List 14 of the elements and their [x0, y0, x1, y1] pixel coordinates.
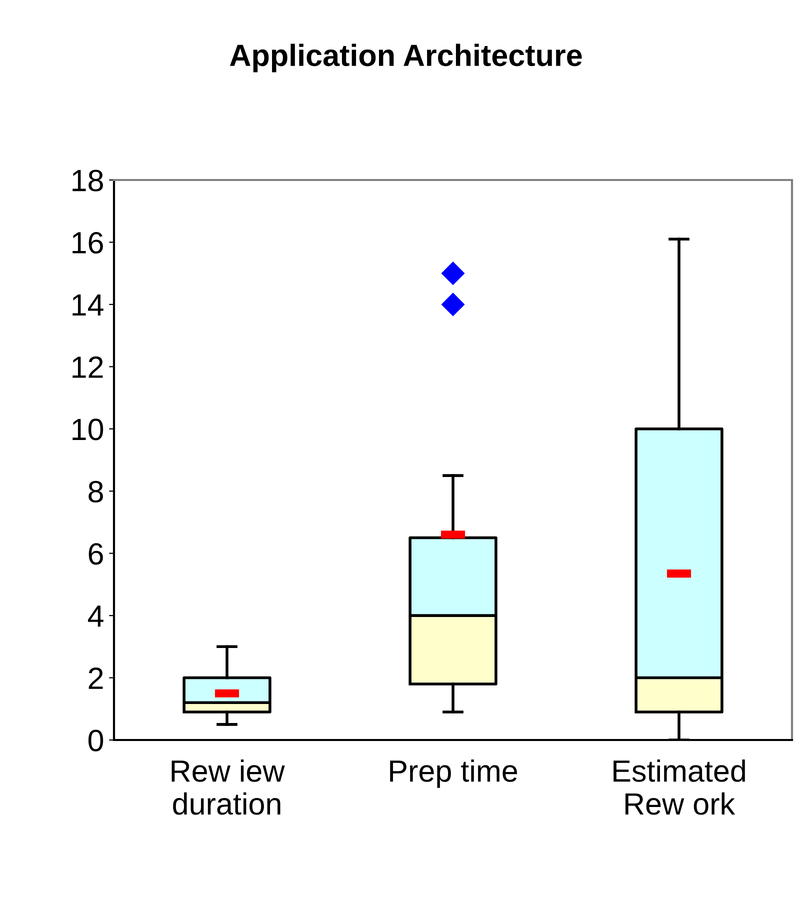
y-tick-label: 14 [72, 294, 104, 316]
y-tick-label: 16 [72, 232, 103, 254]
y-tick-label: 6 [88, 543, 103, 565]
y-tick-label: 8 [88, 480, 103, 502]
y-tick-label: 2 [88, 668, 103, 689]
y-tick-label: 10 [72, 418, 104, 440]
x-tick-label: Estimated Rew ork [614, 759, 745, 815]
y-tick-label: 18 [72, 170, 103, 192]
y-tick-label: 12 [72, 356, 103, 378]
y-tick-label: 4 [88, 606, 104, 627]
y-tick-label: 0 [88, 730, 104, 752]
x-tick-label: Prep time [390, 759, 518, 788]
chart-title: Application Architecture [230, 44, 582, 72]
x-tick-label: Rew iew duration [172, 759, 285, 815]
